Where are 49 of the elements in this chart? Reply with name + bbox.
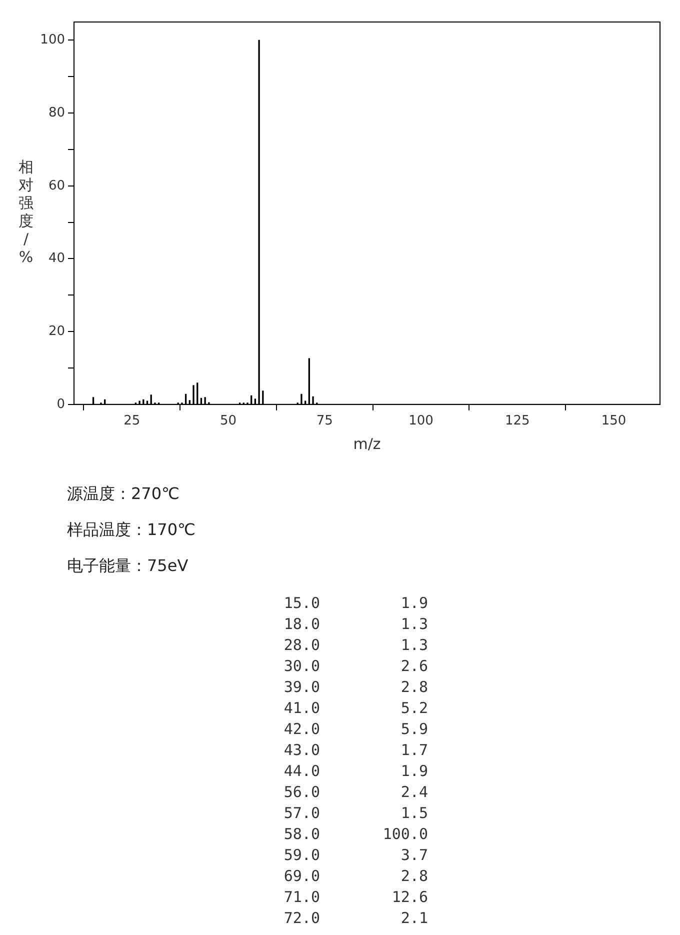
x-tick-label: 50: [220, 414, 236, 429]
category-label: 28.0: [282, 634, 320, 655]
y-tick-label: 20: [48, 324, 65, 339]
y-tick-label: 0: [56, 396, 65, 412]
text: 2.4: [400, 782, 428, 800]
x-axis-title: m/z: [353, 434, 381, 453]
text: 1.3: [400, 614, 428, 632]
category-label: 56.0: [282, 782, 320, 802]
x-tick-label: 100: [408, 414, 434, 429]
text: 2.6: [400, 656, 428, 674]
category-label: 69.0: [282, 866, 320, 886]
text: 3.7: [400, 846, 428, 864]
category-label: 44.0: [282, 760, 320, 781]
category-label: 42.0: [282, 718, 320, 739]
text: 电子能量：75eV: [67, 556, 190, 577]
x-tick-label: 75: [316, 414, 333, 429]
x-tick-label: 25: [124, 414, 140, 429]
category-label: 41.0: [282, 698, 320, 718]
text: 100.0: [382, 824, 428, 842]
category-label: 58.0: [282, 824, 320, 844]
category-label: 15.0: [282, 592, 320, 613]
y-tick-label: 40: [48, 251, 65, 266]
category-label: 18.0: [282, 614, 320, 634]
y-tick-label: 100: [40, 32, 65, 48]
text: 源温度：270℃: [67, 484, 181, 505]
text: 1.3: [400, 636, 428, 654]
text: 1.9: [400, 594, 428, 612]
y-tick-label: 80: [48, 105, 65, 120]
text: 样品温度：170℃: [67, 520, 197, 541]
y-axis-title: 相对强度/%: [18, 158, 34, 266]
text: 2.8: [400, 678, 428, 696]
category-label: 59.0: [282, 844, 320, 865]
text: 12.6: [392, 888, 428, 906]
category-label: 72.0: [282, 908, 320, 928]
y-tick-label: 60: [48, 178, 65, 194]
category-label: 30.0: [282, 656, 320, 676]
category-label: 71.0: [282, 886, 320, 907]
text: 5.9: [400, 720, 428, 738]
text: 1.5: [400, 804, 428, 822]
text: 1.9: [400, 762, 428, 780]
category-label: 57.0: [282, 802, 320, 823]
text: 5.2: [400, 698, 428, 716]
x-tick-label: 125: [504, 414, 530, 429]
category-label: 39.0: [282, 676, 320, 697]
x-tick-label: 150: [601, 414, 626, 429]
text: 2.1: [400, 908, 428, 926]
text: 2.8: [400, 866, 428, 884]
category-label: 43.0: [282, 740, 320, 760]
text: 1.7: [400, 740, 428, 758]
